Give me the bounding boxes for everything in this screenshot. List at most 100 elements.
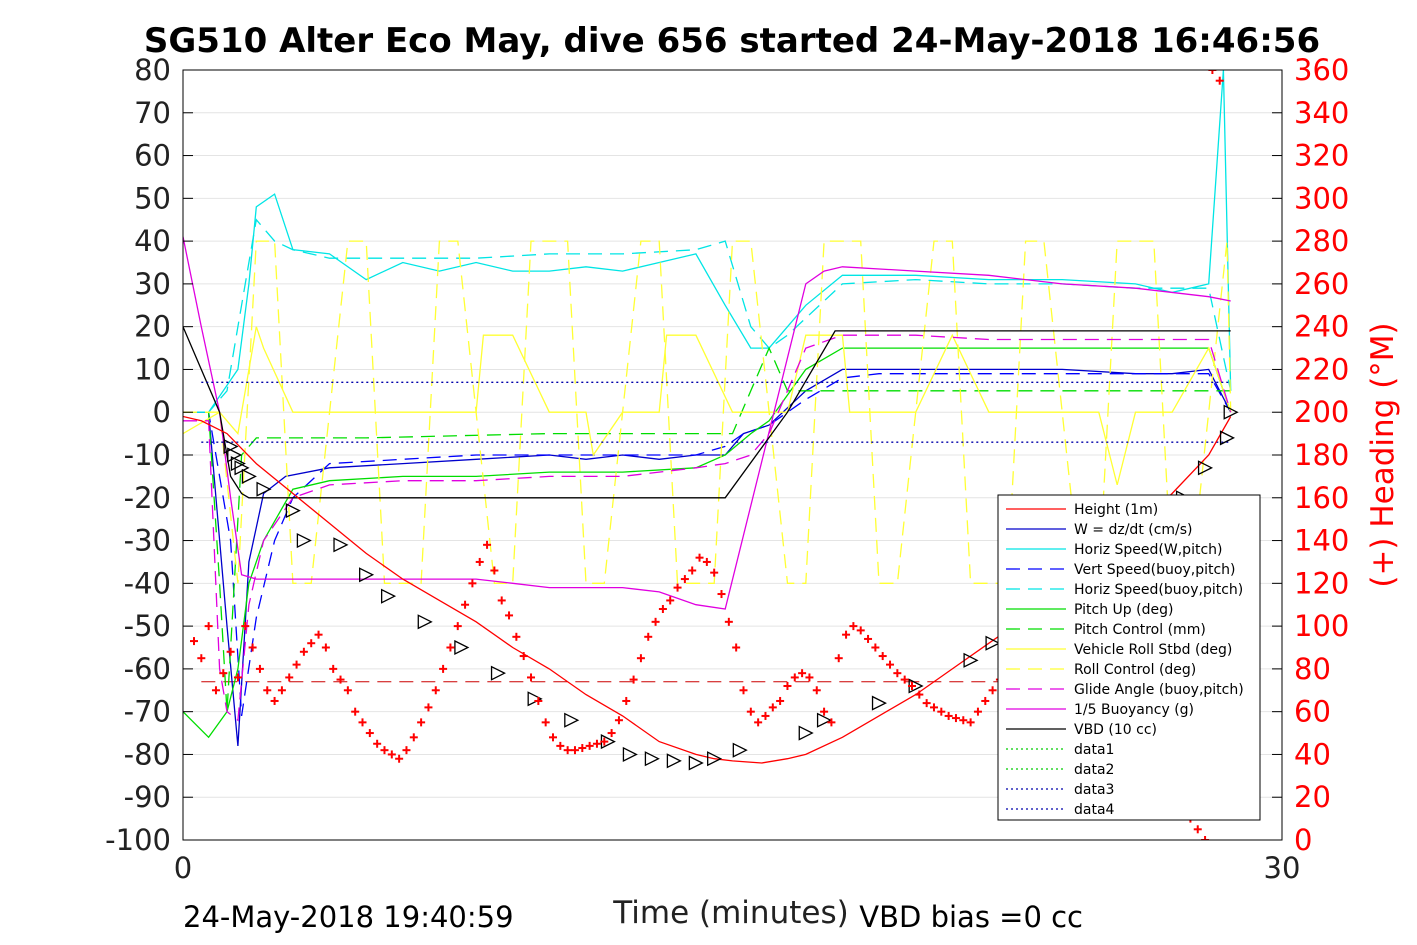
triangle-marker bbox=[732, 742, 748, 758]
heading-point bbox=[607, 729, 616, 738]
heading-point bbox=[614, 716, 623, 725]
series-line-pitch-up-deg bbox=[183, 347, 1232, 739]
y-tick-label: 30 bbox=[134, 267, 171, 301]
series-line-vehicle-roll-stbd-deg bbox=[183, 326, 1232, 486]
y2-tick-label: 260 bbox=[1294, 267, 1349, 301]
heading-point bbox=[343, 686, 352, 695]
heading-point bbox=[380, 746, 389, 755]
triangle-marker bbox=[234, 460, 250, 476]
triangle-marker bbox=[707, 751, 723, 767]
triangle-marker bbox=[256, 481, 272, 497]
heading-point bbox=[241, 622, 250, 631]
heading-point bbox=[189, 637, 198, 646]
y-tick-label: 50 bbox=[134, 181, 171, 215]
heading-point bbox=[805, 673, 814, 682]
heading-point bbox=[666, 596, 675, 605]
heading-point bbox=[490, 566, 499, 575]
triangle-marker bbox=[380, 588, 397, 604]
heading-point bbox=[673, 583, 682, 592]
heading-point bbox=[856, 626, 865, 635]
y-tick-label: -30 bbox=[124, 524, 171, 558]
heading-point bbox=[321, 643, 330, 652]
heading-point bbox=[505, 611, 514, 620]
heading-point bbox=[512, 632, 521, 641]
y2-tick-label: 80 bbox=[1294, 652, 1331, 686]
heading-point bbox=[915, 690, 924, 699]
triangle-marker bbox=[417, 614, 433, 630]
triangle-marker bbox=[666, 753, 682, 769]
heading-point bbox=[592, 739, 601, 748]
legend: Height (1m) W = dz/dt (cm/s) Horiz Speed(W… bbox=[997, 494, 1261, 821]
y2-tick-label: 0 bbox=[1294, 823, 1312, 857]
heading-point bbox=[754, 718, 763, 727]
series-line-vbd-10-cc bbox=[183, 326, 1231, 499]
heading-point bbox=[307, 639, 316, 648]
y2-tick-label: 120 bbox=[1294, 566, 1349, 600]
triangle-marker bbox=[1219, 430, 1236, 446]
y2-tick-label: 140 bbox=[1294, 524, 1349, 558]
heading-point bbox=[724, 617, 733, 626]
heading-point bbox=[658, 605, 667, 613]
heading-point bbox=[717, 590, 726, 599]
heading-point bbox=[211, 686, 220, 695]
heading-point bbox=[219, 669, 228, 678]
triangle-marker bbox=[985, 635, 1001, 651]
plot-area bbox=[183, 70, 1239, 840]
heading-point bbox=[336, 675, 345, 684]
y-tick-label: 0 bbox=[153, 395, 171, 429]
y2-tick-label: 340 bbox=[1294, 96, 1349, 130]
heading-point bbox=[695, 553, 704, 562]
heading-point bbox=[563, 746, 572, 755]
heading-point bbox=[688, 566, 697, 575]
heading-point bbox=[270, 696, 279, 705]
triangle-marker bbox=[454, 639, 470, 656]
heading-point bbox=[951, 714, 960, 723]
y2-tick-label: 300 bbox=[1294, 181, 1349, 215]
heading-point bbox=[365, 729, 374, 738]
heading-point bbox=[908, 682, 917, 690]
heading-point bbox=[680, 575, 689, 584]
heading-point bbox=[226, 647, 235, 656]
heading-point bbox=[233, 673, 242, 682]
heading-point bbox=[761, 711, 770, 720]
legend-entry: data2 bbox=[1074, 762, 1114, 778]
heading-point bbox=[812, 686, 821, 695]
heading-point bbox=[402, 746, 411, 755]
heading-point bbox=[798, 669, 807, 678]
y-tick-label: 60 bbox=[134, 139, 171, 173]
y-tick-label: -70 bbox=[124, 695, 171, 729]
heading-point bbox=[585, 741, 594, 750]
series-line-glide-angle-buoy-pitch bbox=[183, 334, 1232, 722]
y-tick-label: -90 bbox=[124, 780, 171, 814]
heading-point bbox=[732, 643, 741, 652]
y2-axis-ticks: 3603403203002802602402202001801601401201… bbox=[1272, 53, 1349, 857]
y2-tick-label: 280 bbox=[1294, 224, 1349, 258]
series-line-vert-speed-buoy-pitch bbox=[183, 373, 1232, 716]
heading-point bbox=[1215, 76, 1224, 85]
triangle-marker bbox=[688, 755, 704, 771]
heading-point bbox=[527, 673, 536, 682]
y2-tick-label: 320 bbox=[1294, 139, 1349, 173]
heading-point bbox=[702, 557, 711, 566]
legend-entry: Vehicle Roll Stbd (deg) bbox=[1074, 642, 1232, 658]
heading-point bbox=[351, 707, 360, 716]
heading-point bbox=[417, 718, 426, 727]
y2-tick-label: 360 bbox=[1294, 53, 1349, 87]
legend-entry: Roll Control (deg) bbox=[1074, 662, 1196, 678]
heading-point bbox=[893, 669, 902, 678]
y-tick-label: 10 bbox=[134, 352, 171, 386]
y-tick-label: -40 bbox=[124, 566, 171, 600]
heading-point bbox=[1193, 825, 1202, 834]
heading-point bbox=[534, 696, 543, 705]
y2-tick-label: 180 bbox=[1294, 438, 1349, 472]
triangle-marker bbox=[359, 567, 375, 583]
triangle-marker bbox=[564, 712, 580, 728]
heading-point bbox=[453, 622, 462, 631]
heading-point bbox=[424, 703, 433, 712]
heading-point bbox=[922, 699, 931, 708]
heading-point bbox=[439, 664, 448, 673]
heading-point bbox=[629, 675, 638, 684]
triangle-marker bbox=[1223, 404, 1239, 420]
triangle-marker bbox=[241, 468, 257, 484]
